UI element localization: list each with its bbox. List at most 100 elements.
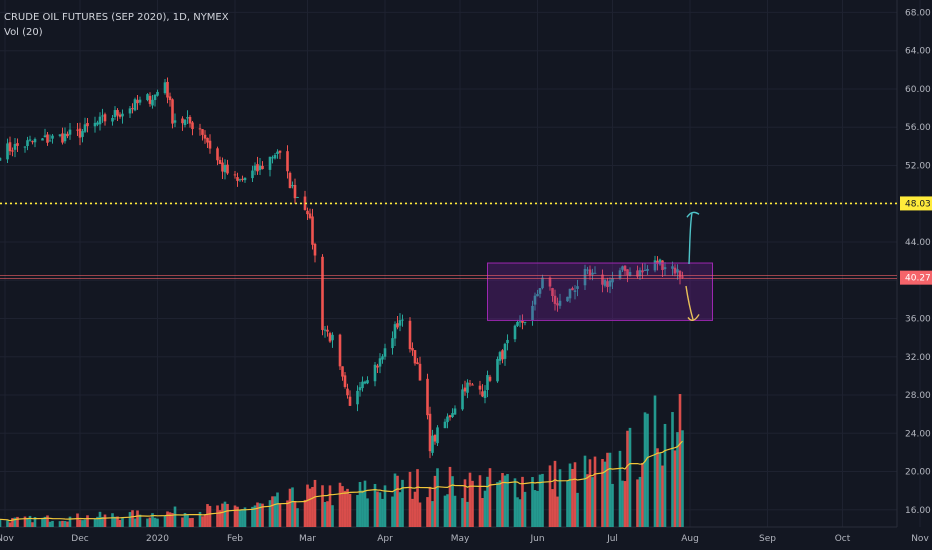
candle-body <box>321 256 324 330</box>
volume-bar <box>503 475 507 527</box>
candle-body <box>376 365 379 368</box>
candle-body <box>258 165 262 171</box>
volume-bar <box>488 468 492 527</box>
volume-bar <box>451 476 454 527</box>
candle-body <box>641 270 644 273</box>
candle-body <box>586 269 589 271</box>
volume-bar <box>606 452 609 527</box>
candle-body <box>461 389 464 410</box>
volume-bar <box>428 486 432 527</box>
volume-bar <box>101 516 104 527</box>
candle-body <box>66 133 69 137</box>
candle-body <box>296 196 299 198</box>
volume-bar <box>78 519 82 527</box>
candle-body <box>276 151 279 155</box>
candle-body <box>398 320 402 326</box>
candle-body <box>611 278 614 283</box>
candle-body <box>251 170 254 179</box>
candle-body <box>26 140 29 147</box>
volume-bar <box>663 423 667 527</box>
volume-bar <box>671 412 674 527</box>
x-tick-label: 2020 <box>146 534 169 544</box>
candle-body <box>288 172 292 189</box>
candle-body <box>261 165 264 170</box>
symbol-title[interactable]: CRUDE OIL FUTURES (SEP 2020), 1D, NYMEX <box>4 12 229 23</box>
candle-body <box>523 321 527 323</box>
candle-body <box>601 274 604 285</box>
candle-body <box>401 319 404 321</box>
candle-body <box>483 390 487 398</box>
candles <box>0 77 684 459</box>
volume-bar <box>626 430 629 527</box>
volume-bar <box>551 489 554 527</box>
candle-body <box>153 94 157 101</box>
x-tick-label: Jul <box>606 534 618 544</box>
volume-bar <box>621 480 624 527</box>
volume-bar <box>61 520 64 527</box>
y-tick-label: 60.00 <box>905 85 931 95</box>
volume-bar <box>643 412 647 527</box>
candle-body <box>346 388 349 396</box>
volume-bar <box>166 511 169 527</box>
volume-bar <box>573 462 577 527</box>
candle-body <box>151 99 154 106</box>
volume-bar <box>343 490 347 527</box>
volume-bar <box>268 500 272 527</box>
candle-body <box>608 280 612 287</box>
x-tick-label: May <box>451 534 470 544</box>
candle-body <box>396 323 399 328</box>
candle-body <box>328 333 332 342</box>
volume-bar <box>68 516 72 527</box>
candle-body <box>291 185 294 187</box>
candle-body <box>138 99 142 103</box>
candle-body <box>498 352 502 361</box>
volume-bar <box>86 515 89 527</box>
volume-bar <box>583 455 587 527</box>
candle-body <box>198 128 202 130</box>
volume-bar <box>163 516 167 527</box>
candle-body <box>63 133 67 142</box>
x-tick-label: Feb <box>227 534 243 544</box>
candle-body <box>518 321 522 323</box>
volume-bar <box>313 479 317 527</box>
candle-body <box>331 334 334 341</box>
candle-body <box>23 146 27 148</box>
candle-body <box>223 164 227 173</box>
candle-body <box>378 358 382 367</box>
candle-body <box>503 343 507 359</box>
candle-body <box>43 135 47 138</box>
volume-indicator-label[interactable]: Vol (20) <box>4 27 43 38</box>
volume-bar <box>443 495 447 527</box>
volume-bar <box>378 492 382 527</box>
candle-body <box>233 174 237 176</box>
range-box <box>487 262 713 321</box>
candle-body <box>168 96 172 101</box>
candle-body <box>363 381 367 384</box>
candle-body <box>553 295 557 304</box>
volume-bar <box>418 502 422 527</box>
volume-bar <box>93 518 97 527</box>
volume-bar <box>468 472 472 527</box>
volume-bar <box>523 491 527 527</box>
volume-bar <box>306 484 309 527</box>
candle-body <box>253 165 257 171</box>
candle-body <box>448 415 452 418</box>
candle-body <box>408 320 412 350</box>
candle-body <box>558 300 562 306</box>
volume-bar <box>558 469 562 527</box>
volume-bar <box>31 522 34 527</box>
volume-bar <box>8 522 12 527</box>
candle-body <box>81 131 84 137</box>
candle-body <box>133 99 137 111</box>
y-tick-label: 36.00 <box>905 314 931 324</box>
volume-bar <box>408 471 412 527</box>
volume-bar <box>151 513 154 527</box>
volume-bar <box>223 501 227 527</box>
candle-body <box>186 117 189 119</box>
candle-body <box>31 141 34 143</box>
candle-body <box>156 91 159 96</box>
volume-bar <box>186 514 189 527</box>
y-tick-label: 24.00 <box>905 429 931 439</box>
candle-body <box>583 268 587 286</box>
